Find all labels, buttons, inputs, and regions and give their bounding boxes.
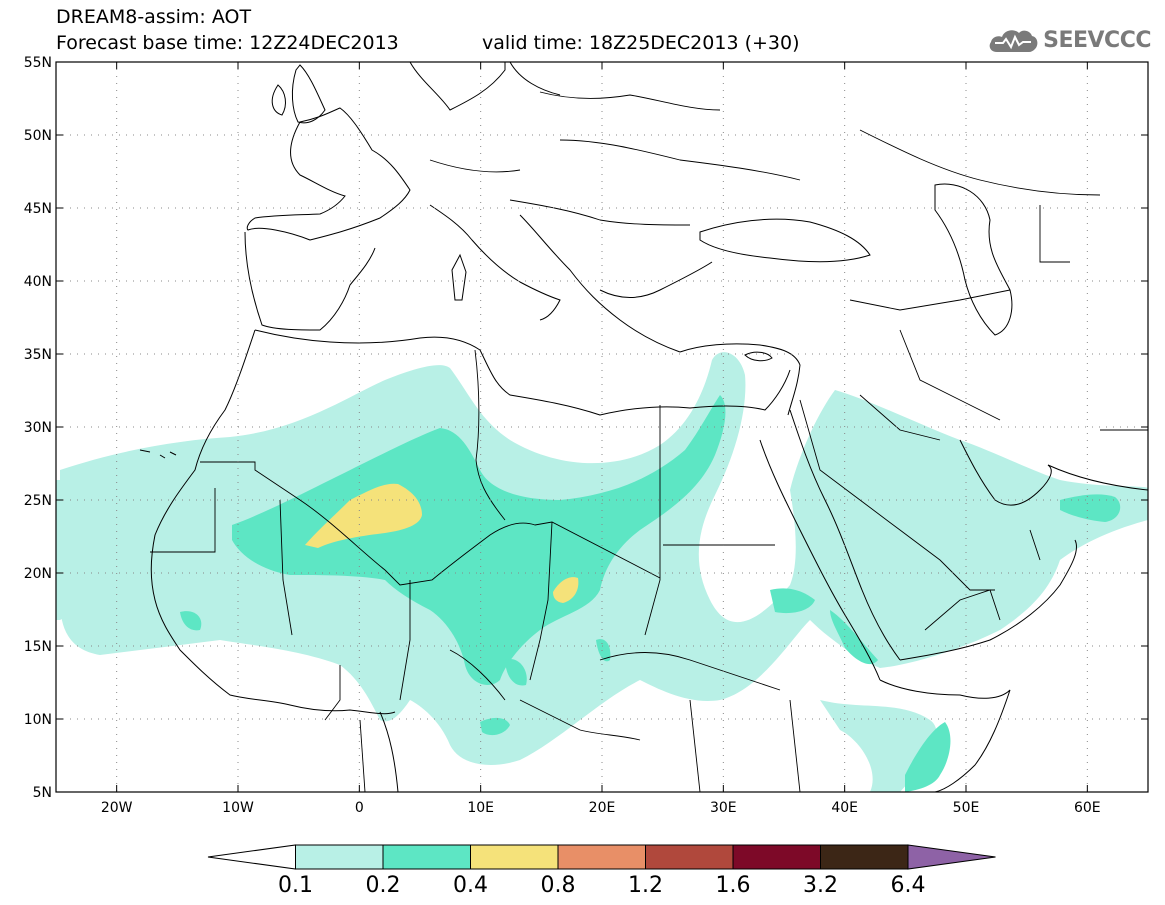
lat-tick-label: 45N <box>24 201 52 217</box>
lat-tick-label: 35N <box>24 347 52 363</box>
longitude-ticks: 20W 10W 0 10E 20E 30E 40E 50E 60E <box>101 62 1101 816</box>
lon-tick-label: 20W <box>101 800 133 816</box>
colorbar-label: 6.4 <box>891 873 926 898</box>
lon-tick-label: 40E <box>831 800 858 816</box>
aot-field-medium <box>180 395 1121 792</box>
colorbar-under-arrow <box>207 844 296 870</box>
colorbar-box <box>645 844 734 870</box>
colorbar-label: 1.2 <box>628 873 663 898</box>
colorbar-label: 1.6 <box>716 873 751 898</box>
colorbar-label: 0.2 <box>366 873 401 898</box>
lon-tick-label: 10E <box>467 800 494 816</box>
lat-tick-label: 30N <box>24 420 52 436</box>
colorbar-box <box>557 844 646 870</box>
coastlines <box>139 62 1148 792</box>
colorbar-label: 0.8 <box>541 873 576 898</box>
lat-tick-label: 5N <box>33 785 52 801</box>
colorbar-label: 0.1 <box>278 873 313 898</box>
seevccc-logo: SEEVCCC <box>987 22 1151 58</box>
lon-tick-label: 0 <box>355 800 364 816</box>
lat-tick-label: 10N <box>24 712 52 728</box>
colorbar-label: 0.4 <box>453 873 488 898</box>
lat-tick-label: 50N <box>24 128 52 144</box>
colorbar-box <box>295 844 384 870</box>
country-borders <box>150 91 1148 792</box>
lon-tick-label: 30E <box>710 800 737 816</box>
colorbar-box <box>382 844 471 870</box>
map-title: DREAM8-assim: AOT <box>56 6 252 28</box>
lon-tick-label: 60E <box>1074 800 1101 816</box>
valid-time: valid time: 18Z25DEC2013 (+30) <box>482 32 800 54</box>
lat-tick-label: 20N <box>24 566 52 582</box>
gridlines <box>56 62 1148 792</box>
colorbar-box <box>820 844 909 870</box>
colorbar-label: 3.2 <box>803 873 838 898</box>
colorbar: 0.1 0.2 0.4 0.8 1.2 1.6 3.2 6.4 <box>207 844 996 898</box>
lat-tick-label: 40N <box>24 274 52 290</box>
lat-tick-label: 25N <box>24 493 52 509</box>
colorbar-box <box>470 844 559 870</box>
cloud-icon <box>989 30 1038 52</box>
forecast-base-time: Forecast base time: 12Z24DEC2013 <box>56 32 399 54</box>
lon-tick-label: 50E <box>953 800 980 816</box>
lon-tick-label: 10W <box>222 800 254 816</box>
lat-tick-label: 55N <box>24 55 52 71</box>
latitude-ticks: 55N 50N 45N 40N 35N 30N 25N 20N 15N 10N 5N <box>24 55 1148 801</box>
colorbar-box <box>732 844 821 870</box>
colorbar-over-arrow <box>907 844 996 870</box>
logo-text: SEEVCCC <box>1043 27 1151 53</box>
lon-tick-label: 20E <box>589 800 616 816</box>
lat-tick-label: 15N <box>24 639 52 655</box>
